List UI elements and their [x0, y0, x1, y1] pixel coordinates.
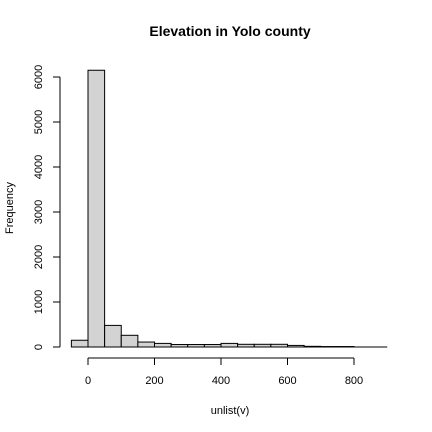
- histogram-bar: [154, 342, 172, 348]
- histogram-bar: [70, 339, 89, 348]
- chart-title: Elevation in Yolo county: [149, 23, 310, 39]
- histogram-bar: [220, 342, 239, 348]
- y-tick-label: 0: [33, 344, 45, 350]
- y-axis: 0 1000 2000 3000 4000 5000 6000: [33, 65, 61, 350]
- x-axis: 0 200 400 600 800: [85, 357, 363, 387]
- x-axis-label: unlist(v): [211, 405, 250, 417]
- y-tick-label: 5000: [33, 110, 45, 134]
- y-axis-label: Frequency: [4, 182, 16, 234]
- x-tick-label: 600: [278, 375, 296, 387]
- x-tick-label: 0: [85, 375, 91, 387]
- histogram-bars: [70, 69, 388, 348]
- x-tick-label: 200: [145, 375, 163, 387]
- x-tick-label: 800: [345, 375, 363, 387]
- y-tick-label: 6000: [33, 65, 45, 89]
- histogram-bar: [104, 324, 122, 348]
- y-tick-label: 2000: [33, 245, 45, 269]
- histogram-bar: [120, 334, 139, 348]
- y-tick-label: 3000: [33, 200, 45, 224]
- y-tick-label: 4000: [33, 155, 45, 179]
- x-tick-label: 400: [212, 375, 230, 387]
- histogram-bar: [87, 69, 106, 348]
- y-tick-label: 1000: [33, 290, 45, 314]
- histogram-bar: [137, 341, 155, 348]
